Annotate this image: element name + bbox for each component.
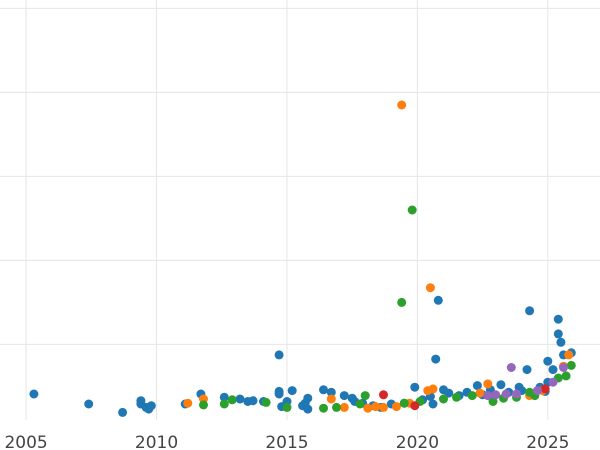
data-points xyxy=(29,100,576,417)
data-point-blue xyxy=(543,356,553,366)
data-point-blue xyxy=(146,401,156,411)
data-point-blue xyxy=(118,407,128,417)
x-tick-label: 2025 xyxy=(526,433,569,450)
data-point-purple xyxy=(559,363,568,372)
data-point-green xyxy=(282,402,292,412)
data-point-green xyxy=(199,400,208,410)
data-point-green xyxy=(407,205,417,215)
data-point-orange xyxy=(326,394,336,404)
data-point-orange xyxy=(475,388,485,398)
data-point-blue xyxy=(548,365,558,375)
data-point-blue xyxy=(431,354,441,364)
data-point-blue xyxy=(553,314,563,324)
data-point-blue xyxy=(319,385,328,395)
data-point-orange xyxy=(371,402,381,412)
data-point-blue xyxy=(553,329,563,339)
data-point-green xyxy=(261,397,271,407)
data-point-blue xyxy=(248,396,258,406)
data-point-orange xyxy=(339,402,349,412)
data-point-blue xyxy=(444,388,454,398)
data-point-blue xyxy=(219,392,229,402)
x-tick-label: 2020 xyxy=(396,433,439,450)
data-point-purple xyxy=(491,390,501,400)
data-point-orange xyxy=(425,283,435,293)
data-point-blue xyxy=(326,387,336,397)
data-point-purple xyxy=(512,389,521,399)
data-point-orange xyxy=(397,100,407,110)
data-point-green xyxy=(319,403,328,413)
data-point-orange xyxy=(183,398,193,408)
grid xyxy=(0,0,600,420)
data-point-orange xyxy=(483,379,493,389)
data-point-blue xyxy=(525,306,535,316)
data-point-green xyxy=(355,399,365,409)
data-point-blue xyxy=(339,391,349,401)
data-point-green xyxy=(360,391,370,401)
data-point-green xyxy=(439,394,448,404)
data-point-green xyxy=(332,402,341,412)
data-point-purple xyxy=(532,386,542,396)
data-point-orange xyxy=(564,350,574,360)
x-tick-label: 2015 xyxy=(265,433,308,450)
data-point-green xyxy=(561,371,571,381)
data-point-orange xyxy=(392,402,401,412)
data-point-red xyxy=(410,401,420,411)
data-point-orange xyxy=(379,402,388,412)
data-point-green xyxy=(452,392,461,402)
data-point-blue xyxy=(410,382,420,392)
data-point-blue xyxy=(522,365,532,375)
data-point-blue xyxy=(235,394,245,404)
data-point-purple xyxy=(506,363,516,372)
data-point-blue xyxy=(556,337,566,347)
data-point-red xyxy=(379,390,388,400)
data-point-green xyxy=(399,398,409,408)
data-point-blue xyxy=(84,399,94,409)
data-point-green xyxy=(566,360,576,370)
data-point-blue xyxy=(274,350,284,360)
data-point-blue xyxy=(303,404,313,414)
data-point-orange xyxy=(428,384,438,394)
data-point-orange xyxy=(363,403,373,413)
data-point-blue xyxy=(274,389,284,399)
data-point-green xyxy=(227,395,237,405)
data-point-purple xyxy=(548,377,558,387)
data-point-purple xyxy=(501,389,511,399)
x-axis-ticks: 2005 2010 2015 2020 2025 xyxy=(4,433,569,450)
data-point-red xyxy=(540,384,550,394)
data-point-green xyxy=(397,297,407,307)
data-point-purple xyxy=(483,391,493,401)
x-tick-label: 2005 xyxy=(4,433,47,450)
data-point-blue xyxy=(29,389,39,399)
data-point-green xyxy=(219,399,229,409)
data-point-blue xyxy=(496,380,506,390)
data-point-blue xyxy=(472,381,482,391)
x-tick-label: 2010 xyxy=(135,433,178,450)
data-point-blue xyxy=(428,399,438,409)
data-point-green xyxy=(467,391,477,401)
data-point-blue xyxy=(303,393,313,403)
data-point-blue xyxy=(287,386,297,396)
data-point-blue xyxy=(433,295,443,305)
